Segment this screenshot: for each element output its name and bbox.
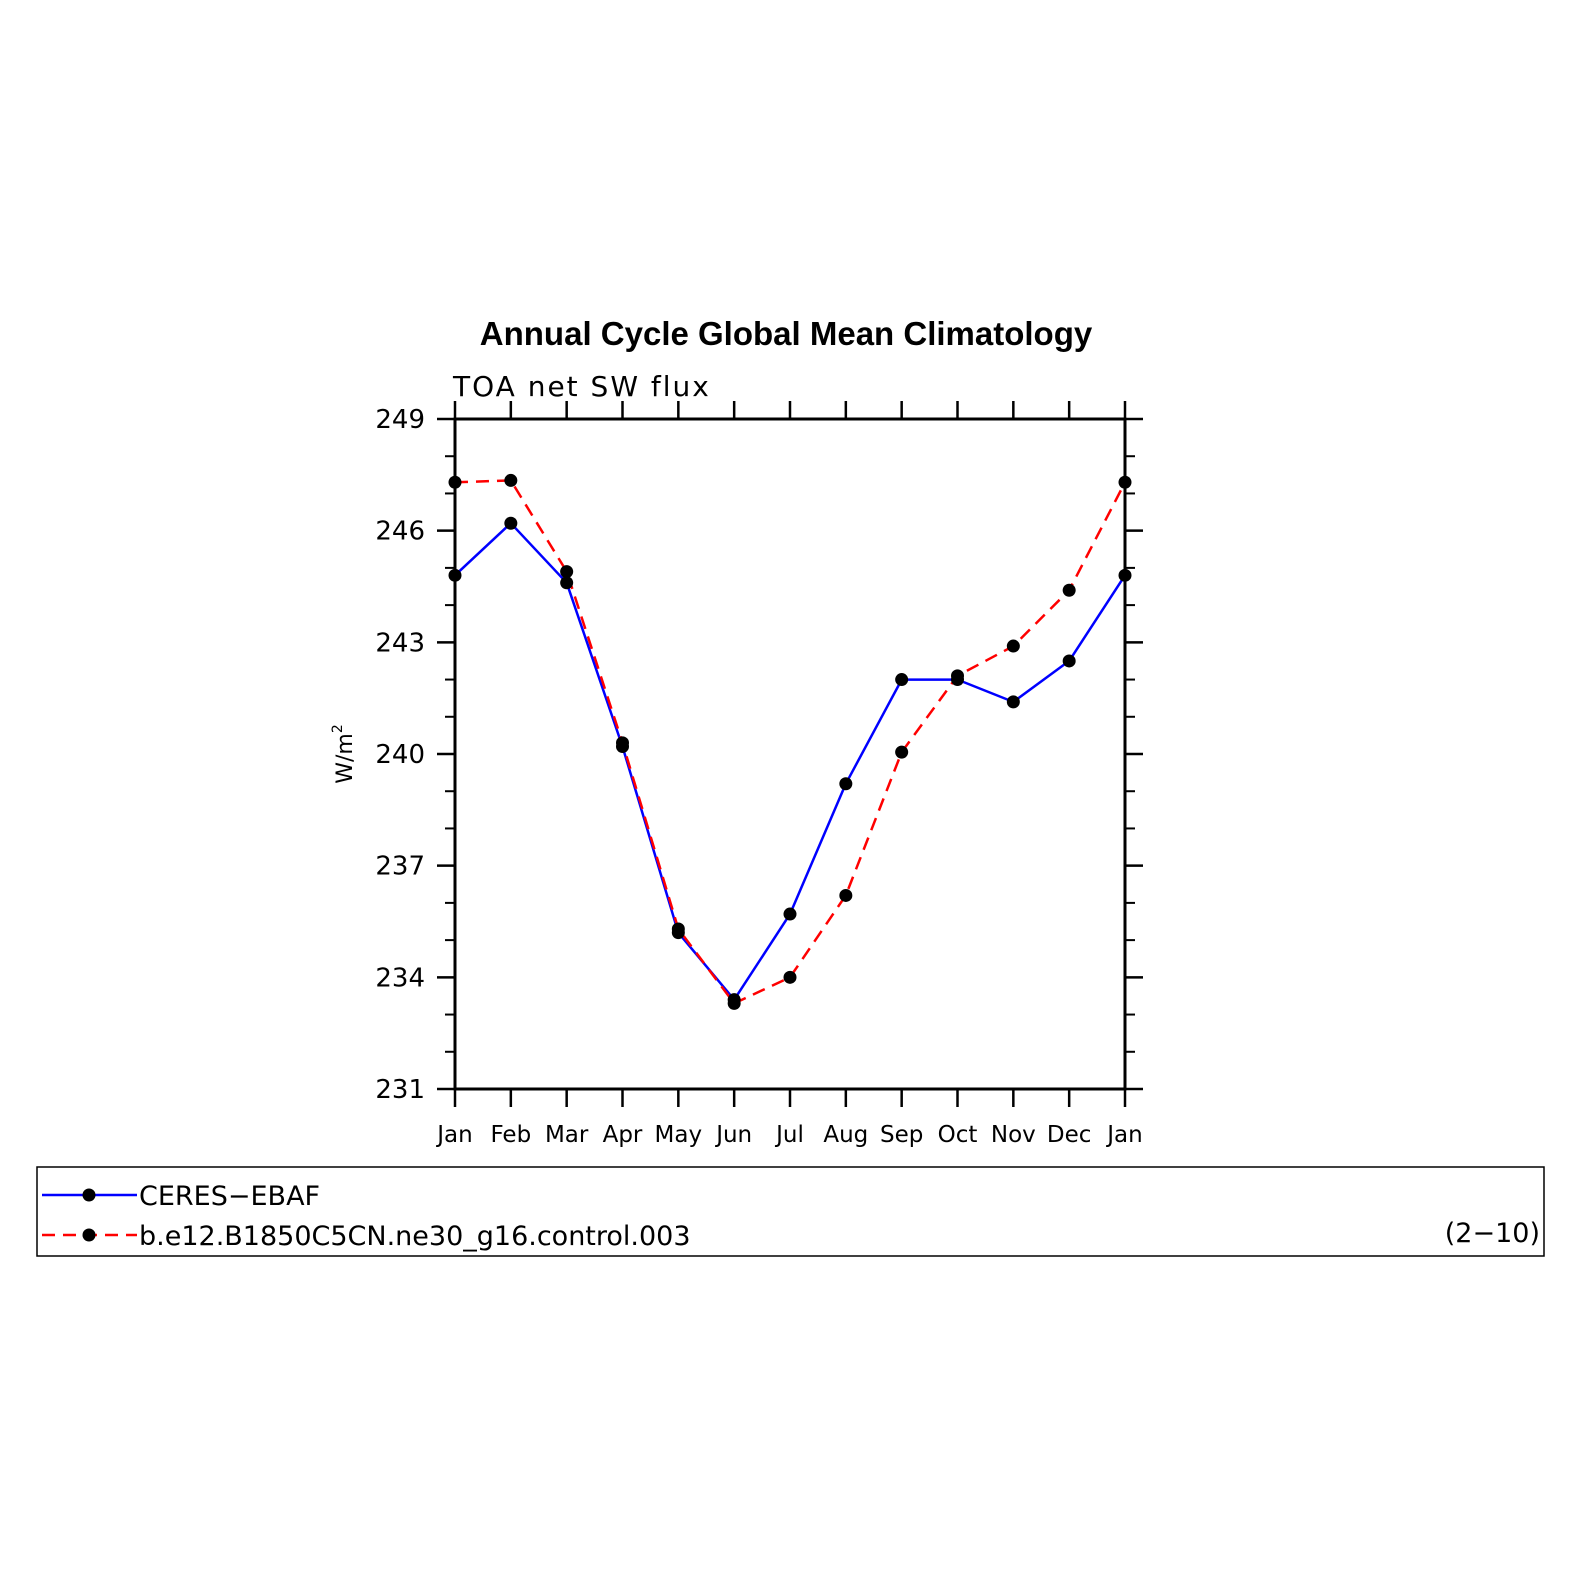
x-tick-label: Oct [938, 1122, 978, 1148]
y-tick-label: 234 [375, 963, 425, 993]
series-2-point [839, 888, 853, 902]
series-1-point [895, 673, 909, 687]
series-line-2 [454, 479, 1127, 1005]
y-tick-label: 243 [375, 628, 425, 658]
series-1-point [560, 576, 574, 590]
series-1-point [504, 516, 518, 530]
series-1-point [839, 777, 853, 791]
x-tick-label: Feb [490, 1122, 531, 1148]
x-tick-label: Jun [714, 1122, 752, 1148]
series-2-point [504, 473, 518, 487]
x-tick-label: Mar [545, 1122, 589, 1148]
x-tick-label: Apr [603, 1122, 643, 1148]
legend-marker-1 [82, 1188, 96, 1202]
series-2-point [1062, 583, 1076, 597]
series-2-point [783, 970, 797, 984]
series-1-point [1062, 654, 1076, 668]
y-tick-label: 246 [375, 517, 425, 547]
series-2-point [560, 565, 574, 579]
series-2-point [671, 922, 685, 936]
x-tick-label: Jan [435, 1122, 472, 1148]
x-tick-label: Sep [880, 1122, 923, 1148]
series-2-point [727, 996, 741, 1010]
y-tick-label: 240 [375, 740, 425, 770]
y-tick-label: 249 [375, 405, 425, 435]
x-tick-label: Jul [774, 1122, 804, 1148]
y-axis-label-superscript: 2 [330, 724, 346, 733]
series-2-point [951, 669, 964, 683]
axes: 231 234 237 240 243 246 249 Jan Feb Mar Apr May Jun J… [375, 401, 1143, 1148]
chart-subtitle: TOA net SW flux [452, 370, 711, 403]
series-1-point [1006, 695, 1020, 709]
legend-items: CERES−EBAF b.e12.B1850C5CN.ne30_g16.contr… [42, 1181, 691, 1252]
legend-label-1: CERES−EBAF [139, 1181, 320, 1212]
legend-note: (2−10) [1445, 1218, 1540, 1249]
x-tick-label: Nov [991, 1122, 1036, 1148]
x-tick-label: Jan [1105, 1122, 1142, 1148]
x-tick-label: Dec [1047, 1122, 1092, 1148]
y-tick-label: 231 [375, 1075, 425, 1105]
legend: CERES−EBAF b.e12.B1850C5CN.ne30_g16.contr… [36, 1166, 1545, 1257]
y-tick-label: 237 [375, 852, 425, 882]
series-2-point [1006, 639, 1020, 653]
chart-title: Annual Cycle Global Mean Climatology [480, 315, 1093, 352]
plot-frame [453, 417, 1127, 1091]
series-layer [448, 473, 1132, 1010]
series-2-point [895, 745, 909, 759]
series-1-point [783, 907, 797, 921]
x-tick-label: Aug [823, 1122, 868, 1148]
y-axis-label-text: W/m [333, 733, 358, 784]
series-2-point [616, 736, 629, 750]
x-tick-label: May [655, 1122, 703, 1148]
legend-box [36, 1166, 1545, 1257]
legend-marker-2 [82, 1228, 96, 1242]
svg-text:W/m2: W/m2 [330, 724, 358, 784]
y-axis-label: W/m2 [330, 724, 358, 784]
series-line-1 [454, 521, 1127, 1001]
legend-label-2: b.e12.B1850C5CN.ne30_g16.control.003 [139, 1221, 691, 1252]
